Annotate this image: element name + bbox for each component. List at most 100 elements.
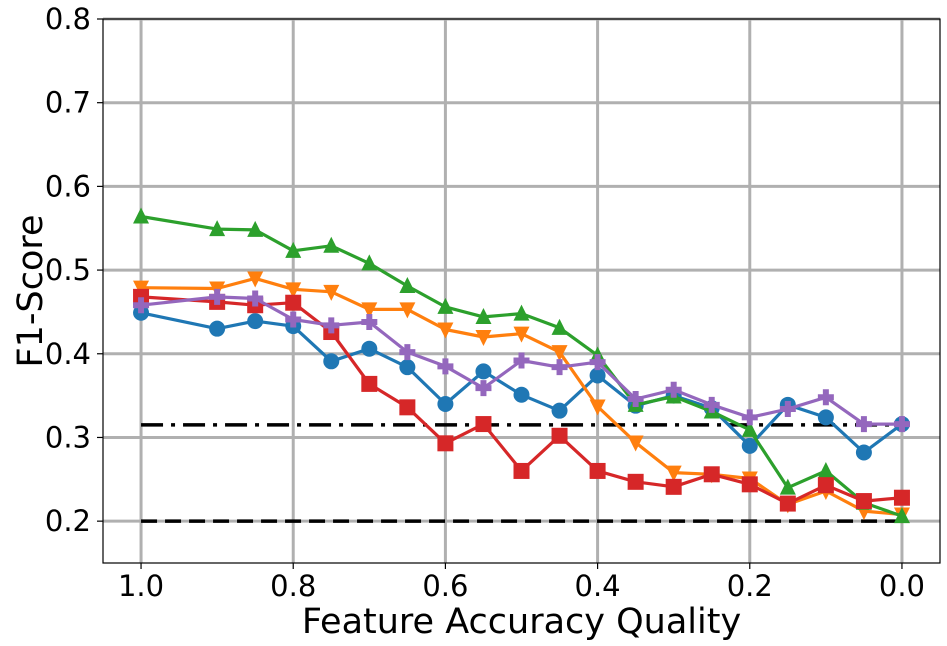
data-point (741, 409, 758, 426)
data-point (361, 302, 378, 319)
data-point (893, 489, 910, 506)
y-axis-ticks: 0.2 0.3 0.4 0.5 0.6 0.7 0.8 (45, 2, 103, 538)
data-point (551, 345, 568, 362)
data-point (247, 271, 264, 288)
data-point (475, 363, 492, 380)
data-point (589, 399, 606, 416)
data-point (399, 399, 416, 416)
data-point (779, 478, 796, 495)
data-point (627, 435, 644, 452)
data-point (513, 352, 530, 369)
data-point (247, 313, 264, 330)
data-point (855, 444, 872, 461)
data-point (551, 359, 568, 376)
data-point (589, 354, 606, 371)
data-point (665, 465, 682, 482)
data-point (133, 297, 150, 314)
data-point (247, 220, 264, 237)
data-point (399, 276, 416, 293)
data-point (323, 317, 340, 334)
data-point (437, 297, 454, 314)
data-point (627, 473, 644, 490)
data-point (361, 313, 378, 330)
data-point (285, 241, 302, 258)
y-tick-label: 0.7 (45, 86, 91, 120)
data-point (551, 402, 568, 419)
data-point (437, 358, 454, 375)
data-point (513, 304, 530, 321)
data-point (133, 288, 150, 305)
data-point (855, 416, 872, 433)
x-tick-label: 0.4 (575, 569, 621, 603)
series-4 (133, 288, 910, 512)
data-point (475, 330, 492, 347)
y-tick-label: 0.3 (45, 420, 91, 454)
data-point (437, 395, 454, 412)
data-point (323, 284, 340, 301)
x-tick-label: 0.2 (727, 569, 773, 603)
data-point (665, 478, 682, 495)
x-tick-label: 0.0 (879, 569, 925, 603)
y-tick-label: 0.8 (45, 2, 91, 36)
y-tick-label: 0.4 (45, 337, 91, 371)
data-point (817, 461, 834, 478)
data-point (627, 390, 644, 407)
data-point (323, 236, 340, 253)
data-point (247, 290, 264, 307)
data-point (817, 389, 834, 406)
data-point (209, 288, 226, 305)
data-point (513, 386, 530, 403)
x-tick-label: 0.6 (422, 569, 468, 603)
data-point (703, 396, 720, 413)
y-axis-label: F1-Score (11, 214, 51, 367)
data-point (285, 294, 302, 311)
data-point (817, 477, 834, 494)
y-tick-label: 0.6 (45, 169, 91, 203)
data-point (399, 359, 416, 376)
data-point (361, 340, 378, 357)
data-point (665, 381, 682, 398)
data-point (437, 435, 454, 452)
data-point (589, 367, 606, 384)
data-point (399, 302, 416, 319)
data-point (893, 416, 910, 433)
data-point (285, 311, 302, 328)
data-point (399, 344, 416, 361)
data-point (209, 320, 226, 337)
x-axis-ticks: 1.0 0.8 0.6 0.4 0.2 0.0 (118, 563, 925, 603)
y-tick-label: 0.5 (45, 253, 91, 287)
data-point (361, 375, 378, 392)
x-tick-label: 0.8 (270, 569, 316, 603)
data-point (513, 326, 530, 343)
data-point (513, 462, 530, 479)
y-tick-label: 0.2 (45, 504, 91, 538)
series-5 (133, 288, 910, 433)
plot-frame (102, 18, 941, 564)
data-point (209, 220, 226, 237)
x-tick-label: 1.0 (118, 569, 164, 603)
data-point (323, 353, 340, 370)
series-line (140, 214, 903, 518)
data-point (551, 427, 568, 444)
data-point (475, 416, 492, 433)
data-point (133, 280, 150, 297)
data-point (285, 282, 302, 299)
data-point (779, 495, 796, 512)
data-point (817, 409, 834, 426)
series-group (133, 207, 910, 524)
grid-lines (103, 17, 940, 563)
data-point (703, 466, 720, 483)
data-point (475, 307, 492, 324)
data-point (741, 476, 758, 493)
data-point (779, 401, 796, 418)
data-point (741, 437, 758, 454)
data-point (855, 493, 872, 510)
data-point (893, 507, 910, 524)
reference-lines (141, 423, 902, 523)
data-point (741, 420, 758, 437)
data-point (589, 462, 606, 479)
data-point (437, 322, 454, 339)
data-point (361, 254, 378, 271)
data-point (475, 380, 492, 397)
